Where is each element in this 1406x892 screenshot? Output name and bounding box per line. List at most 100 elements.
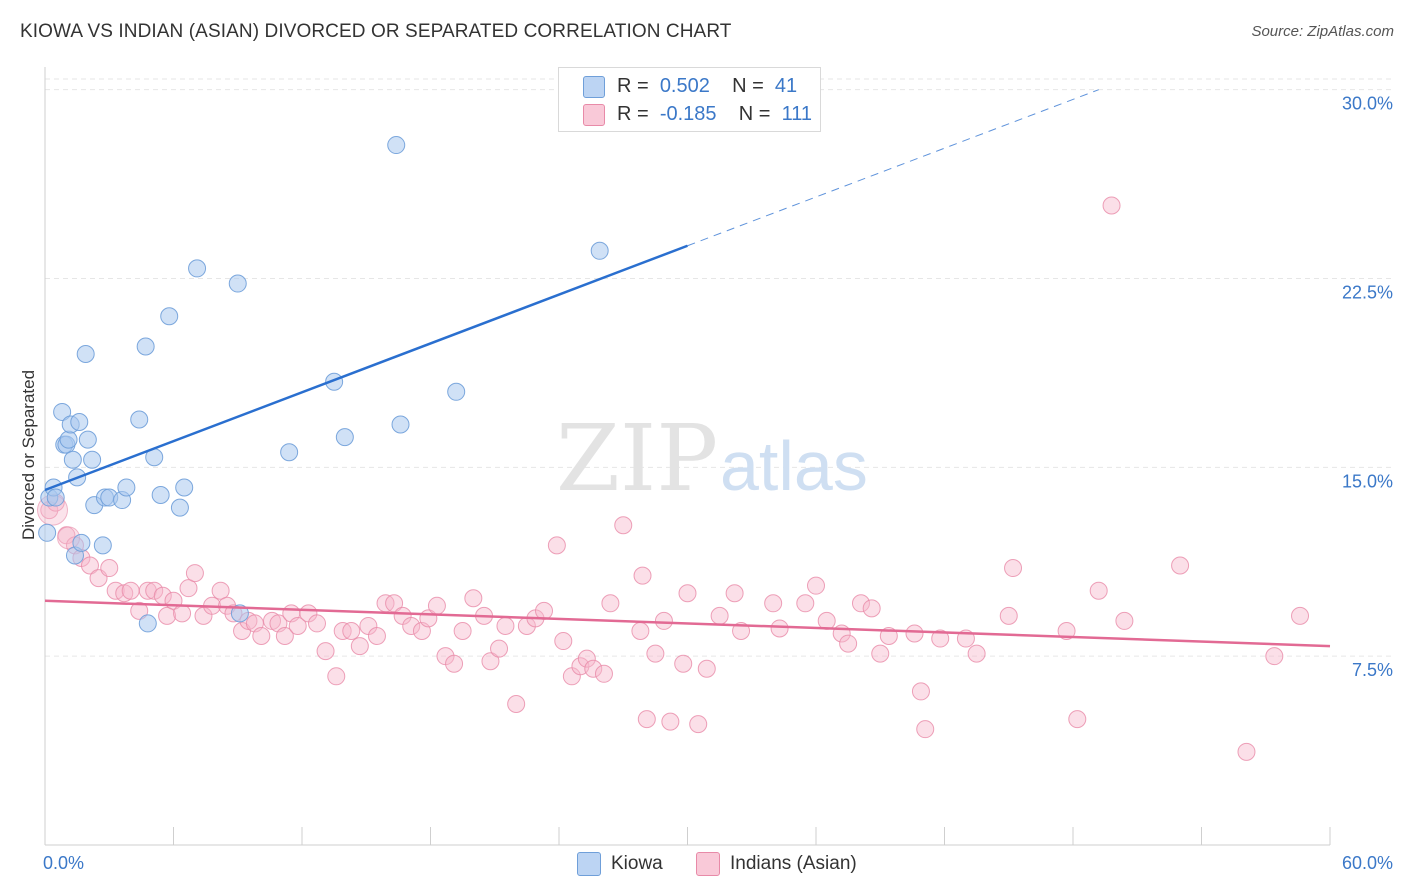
watermark-zip: ZIP bbox=[556, 405, 718, 512]
kiowa-r-value: 0.502 bbox=[659, 75, 710, 97]
indian-point bbox=[275, 627, 294, 646]
indian-point bbox=[316, 642, 335, 661]
kiowa-trendline-extension bbox=[687, 89, 1099, 247]
indian-point bbox=[839, 634, 858, 653]
indian-point bbox=[402, 616, 421, 635]
y-tick-label: 22.5% bbox=[1342, 282, 1393, 302]
bottom-legend-kiowa: Kiowa bbox=[577, 852, 663, 876]
kiowa-point bbox=[78, 430, 97, 449]
kiowa-point bbox=[335, 428, 354, 447]
indian-point bbox=[327, 667, 346, 686]
kiowa-point bbox=[136, 337, 155, 356]
kiowa-point bbox=[93, 536, 112, 555]
indian-point bbox=[130, 601, 149, 620]
indian-point bbox=[350, 637, 369, 656]
indian-point bbox=[367, 627, 386, 646]
watermark-atlas: atlas bbox=[720, 427, 868, 505]
indian-point bbox=[725, 584, 744, 603]
indian-legend-label: Indians (Asian) bbox=[730, 853, 857, 875]
trendlines bbox=[44, 89, 1331, 648]
indian-point bbox=[554, 632, 573, 651]
indian-point bbox=[1068, 710, 1087, 729]
indian-point bbox=[614, 516, 633, 535]
bottom-legend-indian: Indians (Asian) bbox=[696, 852, 857, 876]
indian-point bbox=[385, 594, 404, 613]
y-tick-label: 7.5% bbox=[1352, 660, 1393, 680]
indian-point bbox=[999, 606, 1018, 625]
indian-point bbox=[464, 589, 483, 608]
legend-n-label: N = bbox=[738, 103, 771, 125]
x-tick-label: 60.0% bbox=[1342, 853, 1393, 873]
kiowa-point bbox=[188, 259, 207, 278]
indian-point bbox=[145, 581, 164, 600]
kiowa-point bbox=[83, 450, 102, 469]
indian-point bbox=[862, 599, 881, 618]
indian-point bbox=[905, 624, 924, 643]
indian-r-value: -0.185 bbox=[659, 103, 717, 125]
indian-point bbox=[796, 594, 815, 613]
indian-point bbox=[158, 606, 177, 625]
chart-title: KIOWA VS INDIAN (ASIAN) DIVORCED OR SEPA… bbox=[20, 21, 732, 42]
indian-point bbox=[100, 559, 119, 578]
kiowa-legend-label: Kiowa bbox=[611, 853, 663, 875]
indian-point bbox=[594, 664, 613, 683]
kiowa-point bbox=[391, 415, 410, 434]
kiowa-point bbox=[230, 604, 249, 623]
kiowa-swatch bbox=[583, 76, 605, 98]
indian-point bbox=[817, 611, 836, 630]
indian-point bbox=[173, 604, 192, 623]
indian-point bbox=[1291, 606, 1310, 625]
kiowa-point bbox=[53, 402, 72, 421]
indian-point bbox=[584, 659, 603, 678]
indian-point bbox=[179, 579, 198, 598]
indian-point bbox=[697, 659, 716, 678]
x-tick-label: 0.0% bbox=[43, 853, 84, 873]
stats-legend: R = 0.502 N = 41 R = -0.185 N = 111 bbox=[558, 67, 821, 132]
kiowa-point bbox=[170, 498, 189, 517]
kiowa-point bbox=[70, 413, 89, 432]
indian-point bbox=[496, 616, 515, 635]
indian-point bbox=[185, 564, 204, 583]
indian-point bbox=[601, 594, 620, 613]
indian-point bbox=[80, 556, 99, 575]
indian-point bbox=[1265, 647, 1284, 666]
indian-point bbox=[807, 576, 825, 595]
indian-point bbox=[1089, 581, 1108, 600]
indian-point bbox=[445, 654, 464, 673]
legend-n-label: N = bbox=[732, 75, 764, 97]
indian-point bbox=[661, 712, 680, 731]
indian-point bbox=[1115, 611, 1134, 630]
kiowa-point bbox=[151, 486, 170, 505]
indian-point bbox=[732, 621, 751, 640]
indian-point bbox=[633, 566, 652, 585]
kiowa-point bbox=[175, 478, 194, 497]
kiowa-point bbox=[138, 614, 157, 633]
indian-point bbox=[121, 581, 140, 600]
indian-point bbox=[490, 639, 509, 658]
indian-point bbox=[710, 606, 729, 625]
axes bbox=[44, 67, 1331, 846]
indian-point bbox=[577, 649, 596, 668]
y-tick-label: 30.0% bbox=[1342, 94, 1393, 114]
indian-point bbox=[481, 652, 500, 671]
indian-point bbox=[211, 581, 230, 600]
indian-point bbox=[631, 621, 650, 640]
tick-labels: 7.5% 15.0% 22.5% 30.0% 0.0% 60.0% bbox=[43, 94, 1393, 873]
indian-point bbox=[931, 629, 950, 648]
indian-point bbox=[427, 596, 446, 615]
indian-swatch bbox=[583, 104, 605, 126]
indian-point bbox=[764, 594, 783, 613]
indian-point bbox=[307, 614, 326, 633]
source-label: Source: ZipAtlas.com bbox=[1251, 23, 1394, 40]
indian-point bbox=[689, 715, 708, 734]
y-axis-label: Divorced or Separated bbox=[19, 370, 38, 540]
kiowa-point bbox=[117, 478, 136, 497]
indian-point bbox=[674, 654, 693, 673]
indian-point bbox=[453, 621, 472, 640]
indian-trendline bbox=[44, 599, 1331, 648]
kiowa-point bbox=[72, 533, 91, 552]
indian-point bbox=[1237, 742, 1256, 761]
indian-point bbox=[967, 644, 986, 663]
indian-point bbox=[678, 584, 697, 603]
indian-point bbox=[770, 619, 789, 638]
